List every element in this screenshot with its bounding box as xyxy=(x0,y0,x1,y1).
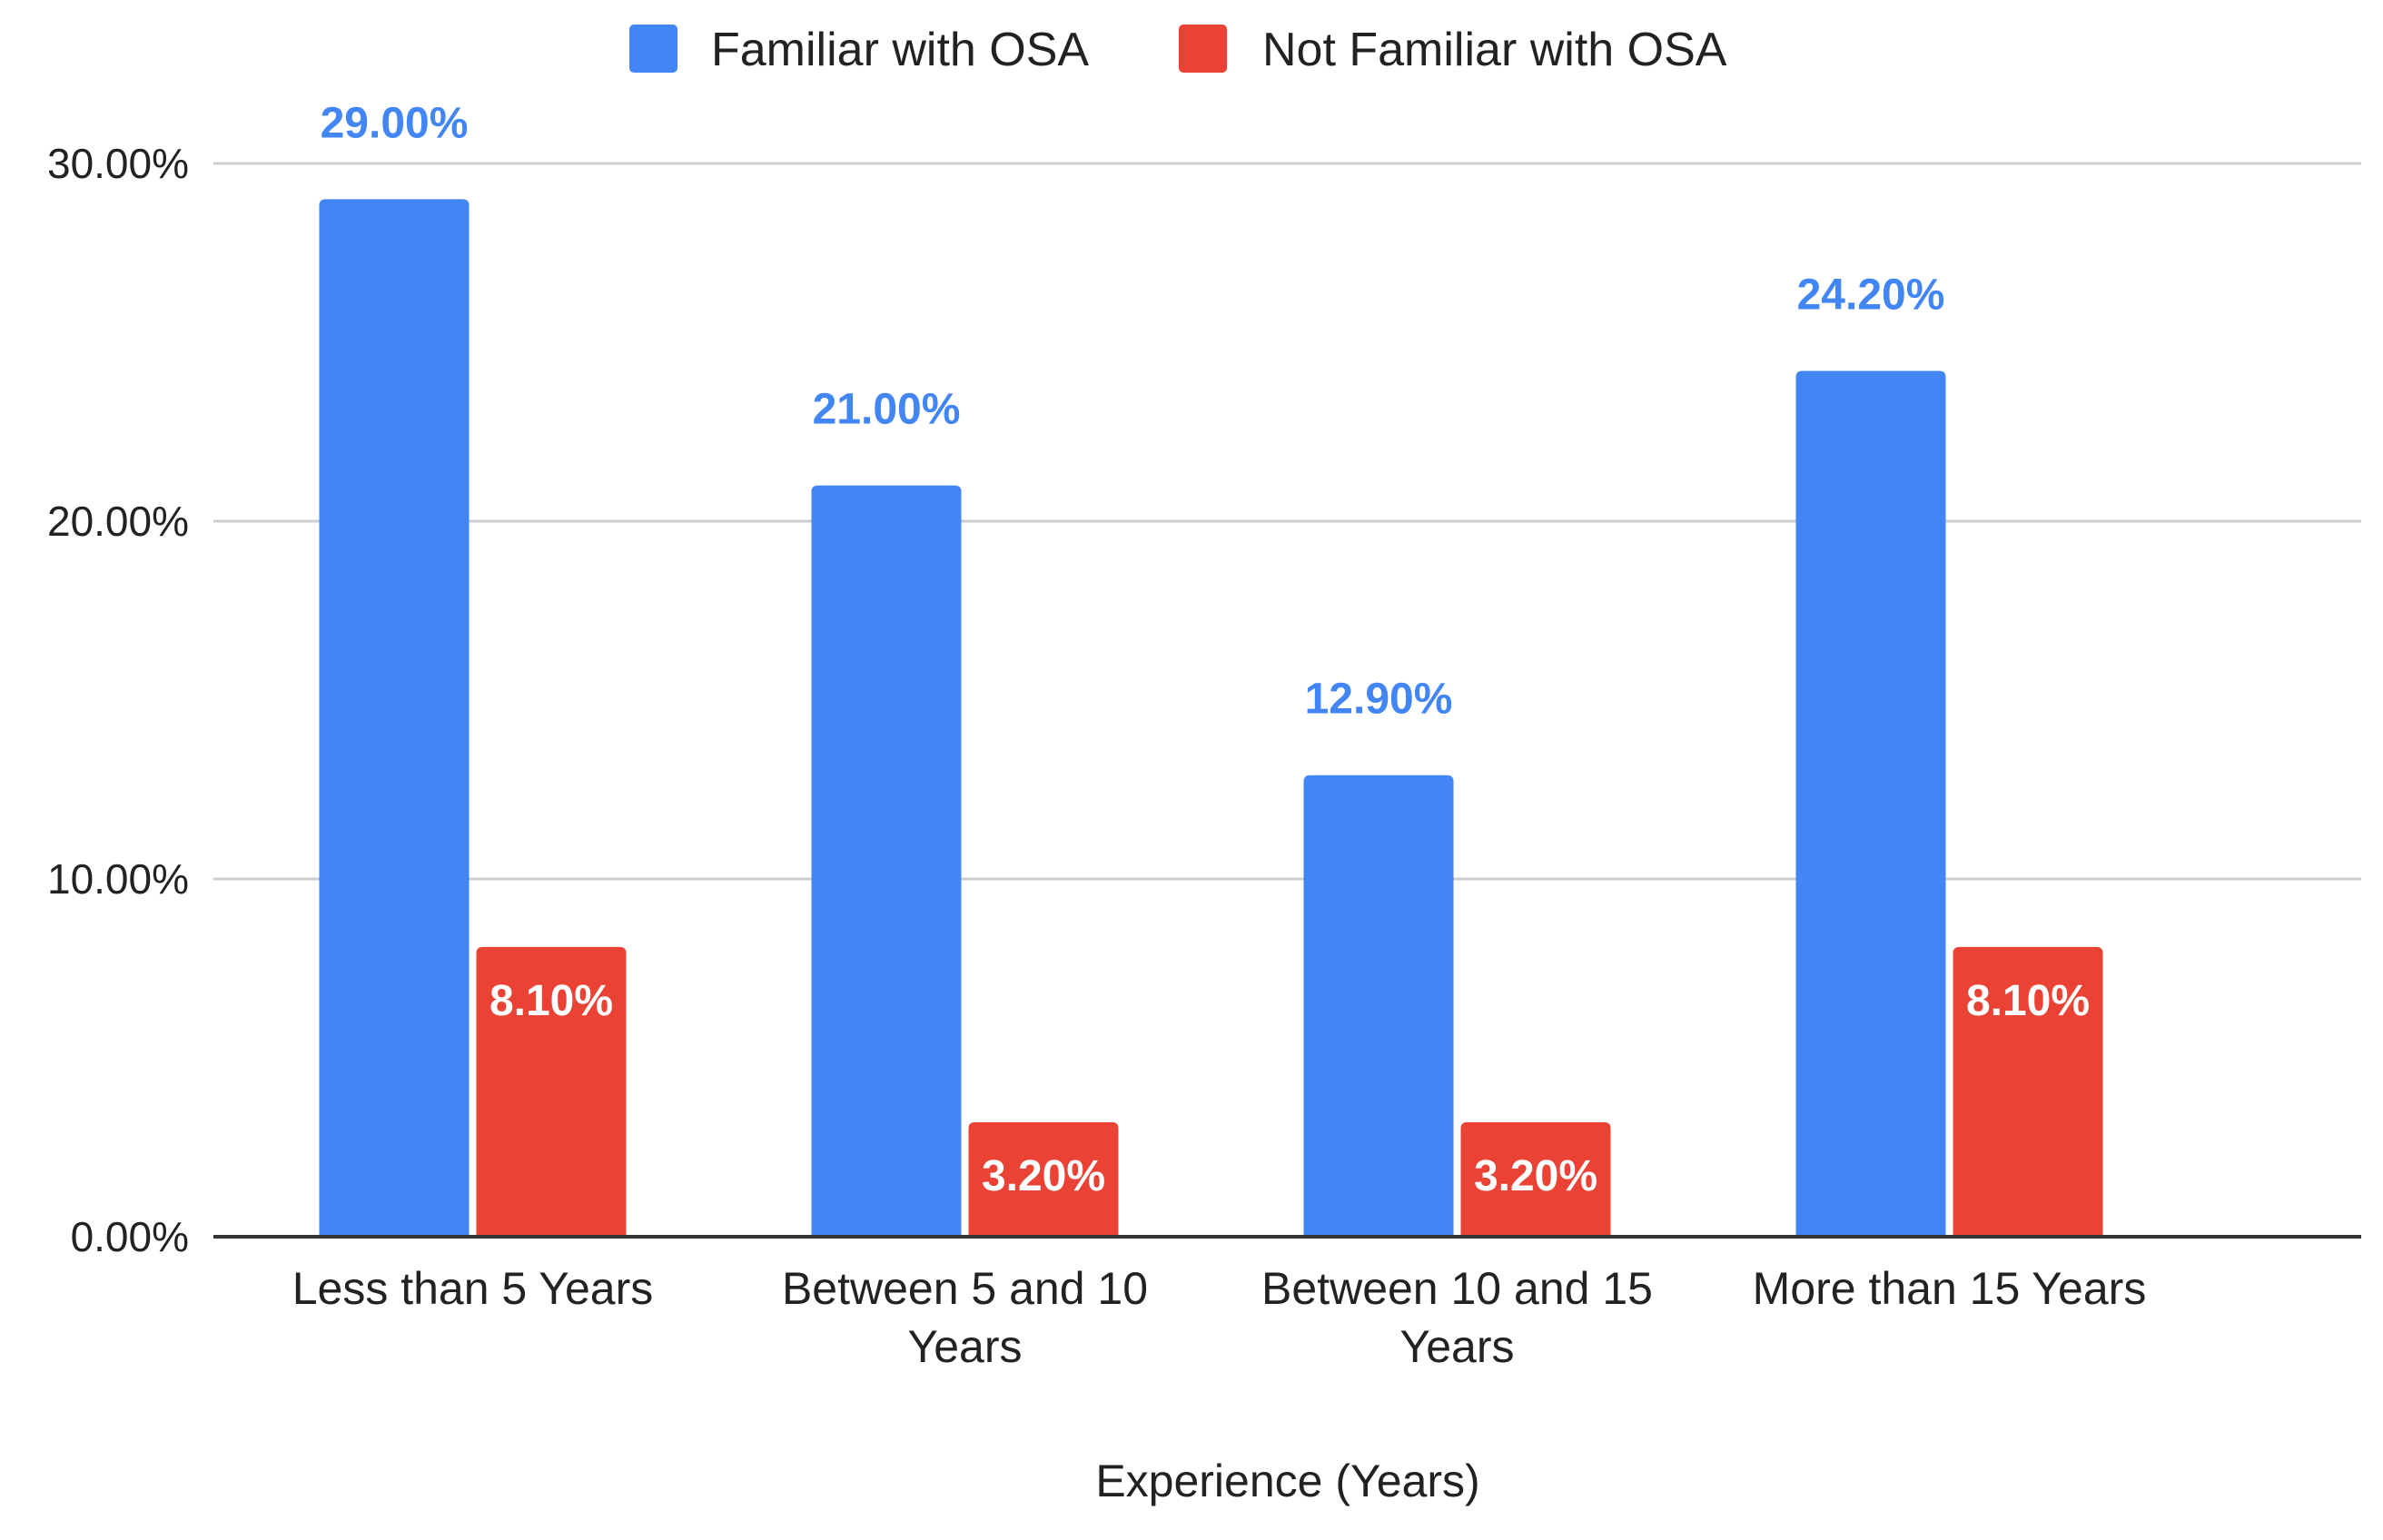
x-tick-label: Less than 5 Years xyxy=(292,1263,654,1314)
bar-not-familiar xyxy=(476,946,627,1237)
y-tick-label: 10.00% xyxy=(47,855,189,903)
y-tick-label: 0.00% xyxy=(71,1213,189,1260)
legend-swatch-familiar xyxy=(629,25,677,73)
data-label-familiar: 12.90% xyxy=(1305,676,1453,724)
data-label-familiar: 29.00% xyxy=(321,99,469,147)
data-label-not-familiar: 3.20% xyxy=(1474,1152,1597,1200)
data-label-not-familiar: 8.10% xyxy=(489,977,613,1025)
legend-item: Familiar with OSA xyxy=(629,24,1089,76)
bar-familiar xyxy=(811,485,962,1237)
x-tick-label: More than 15 Years xyxy=(1753,1263,2147,1314)
bar-familiar xyxy=(1795,370,1946,1237)
data-label-not-familiar: 3.20% xyxy=(982,1152,1105,1200)
y-tick-label: 20.00% xyxy=(47,498,189,545)
legend-label: Not Familiar with OSA xyxy=(1262,24,1727,76)
bar-not-familiar xyxy=(968,1121,1119,1237)
bar-familiar xyxy=(1303,775,1454,1237)
y-tick-label: 30.00% xyxy=(47,140,189,187)
legend-swatch-not-familiar xyxy=(1179,25,1227,73)
x-tick-label: Years xyxy=(1399,1321,1514,1372)
data-label-familiar: 24.20% xyxy=(1797,271,1945,320)
legend-label: Familiar with OSA xyxy=(711,24,1089,76)
legend-item: Not Familiar with OSA xyxy=(1179,24,1727,76)
data-label-familiar: 21.00% xyxy=(813,386,961,434)
x-tick-label: Between 5 and 10 xyxy=(782,1263,1148,1314)
bar-not-familiar xyxy=(1460,1121,1611,1237)
data-label-not-familiar: 8.10% xyxy=(1966,977,2090,1025)
x-tick-label: Between 10 and 15 xyxy=(1261,1263,1653,1314)
legend: Familiar with OSA Not Familiar with OSA xyxy=(629,24,1727,76)
x-axis-title: Experience (Years) xyxy=(1095,1456,1479,1506)
bar-familiar xyxy=(319,199,470,1237)
bar-not-familiar xyxy=(1953,946,2103,1237)
x-tick-label: Years xyxy=(907,1321,1022,1372)
